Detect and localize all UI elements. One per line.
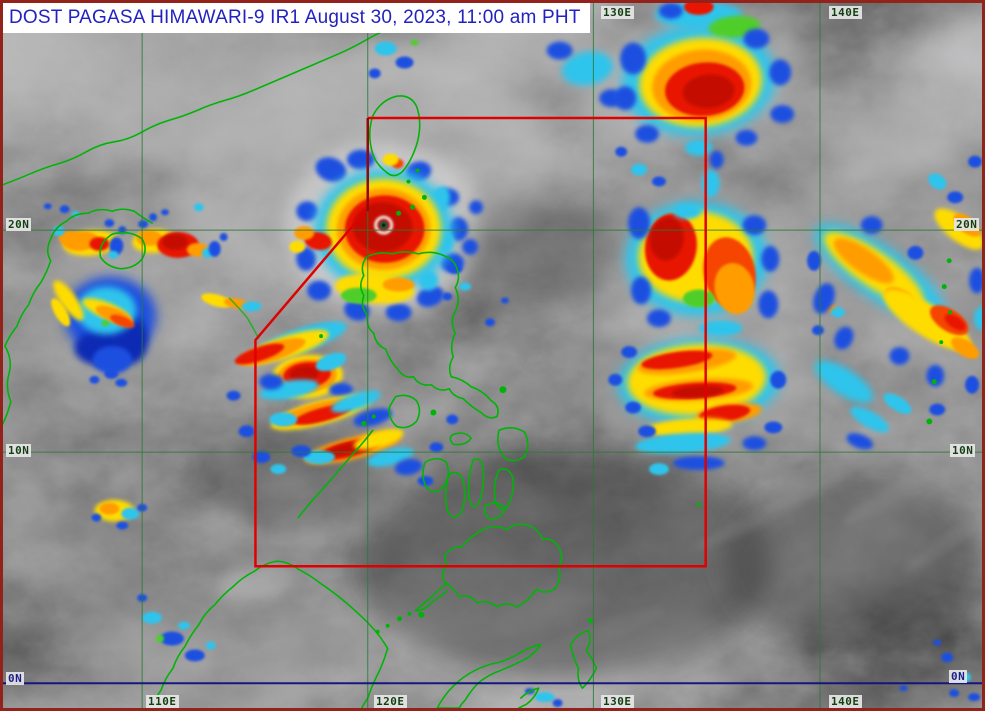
grid-label-130E-bottom: 130E <box>601 695 634 708</box>
grid-label-140E-bottom: 140E <box>829 695 862 708</box>
coast-taiwan <box>368 95 421 177</box>
coast-luzon <box>360 251 499 419</box>
grid-label-110E-bottom: 110E <box>146 695 179 708</box>
coast-masbate <box>449 432 472 446</box>
coast-shoal <box>228 297 260 339</box>
title-bar: DOST PAGASA HIMAWARI-9 IR1 August 30, 20… <box>3 3 590 33</box>
coast-sulawesi-bit <box>518 687 540 708</box>
grid-label-140E-top: 140E <box>829 6 862 19</box>
satellite-map <box>3 3 982 708</box>
coast-palawan <box>297 429 374 519</box>
grid-label-20N-right: 20N <box>954 218 980 231</box>
grid-label-130E-top: 130E <box>601 6 634 19</box>
coast-halmahera <box>569 629 598 689</box>
grid-label-10N-right: 10N <box>950 444 976 457</box>
coast-negros <box>444 471 466 518</box>
coast-mindoro <box>388 394 421 429</box>
coastline-layer <box>3 6 953 708</box>
coast-leyte <box>493 468 515 511</box>
coast-china <box>3 6 426 186</box>
coast-sulawesi <box>436 643 542 708</box>
coast-borneo-west <box>152 560 389 708</box>
grid-label-120E-bottom: 120E <box>374 695 407 708</box>
grid-label-20N-left: 20N <box>6 218 32 231</box>
coast-zamboanga <box>414 582 449 612</box>
coast-mindanao <box>441 523 563 608</box>
coast-panay <box>422 457 450 493</box>
grid-label-0N-left: 0N <box>6 672 25 685</box>
coast-samar <box>497 427 529 462</box>
grid-label-10N-left: 10N <box>6 444 32 457</box>
latlon-grid <box>3 3 982 708</box>
coast-cebu <box>467 458 485 508</box>
grid-label-0N-right: 0N <box>949 670 968 683</box>
typhoon-eye <box>374 215 394 235</box>
small-islands <box>319 168 953 634</box>
par-boundary <box>254 116 707 568</box>
coast-borneo-east <box>361 647 389 708</box>
ir-enhanced-cloud-layer <box>43 3 982 708</box>
title-text: DOST PAGASA HIMAWARI-9 IR1 August 30, 20… <box>9 7 581 28</box>
coast-vietnam <box>3 345 12 425</box>
coast-tonkin <box>4 208 153 347</box>
